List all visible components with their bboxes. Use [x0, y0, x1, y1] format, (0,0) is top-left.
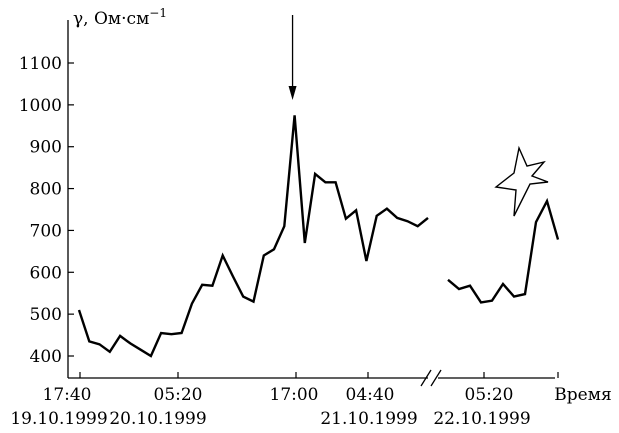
- y-tick-label: 900: [30, 138, 62, 158]
- data-series-line: [447, 197, 560, 304]
- x-tick-label: 05:20: [465, 385, 514, 405]
- x-axis-label: Время: [554, 385, 611, 405]
- data-series-line: [77, 115, 429, 358]
- burst-icon: [494, 145, 549, 217]
- y-tick-label: 800: [30, 180, 62, 200]
- y-tick-label: 700: [30, 221, 62, 241]
- y-tick-label: 500: [30, 305, 62, 325]
- x-tick-label: 04:40: [346, 385, 395, 405]
- x-tick-label: 17:00: [270, 385, 319, 405]
- x-date-label: 19.10.1999: [10, 409, 107, 429]
- axis-break-mark: [420, 369, 432, 387]
- y-tick-label: 600: [30, 263, 62, 283]
- x-tick-label: 05:20: [154, 385, 203, 405]
- y-axis-label: γ, Ом·см−1: [73, 6, 167, 29]
- y-axis: 400 500 600 700 800 900 1000 1100: [19, 20, 74, 378]
- axis-break-mark: [430, 369, 442, 387]
- y-tick-label: 400: [30, 347, 62, 367]
- x-tick-label: 17:40: [43, 385, 92, 405]
- x-date-label: 22.10.1999: [433, 409, 530, 429]
- y-tick-label: 1100: [19, 54, 62, 74]
- axis-labels: γ, Ом·см−1 17:40 19.10.1999 05:20 20.10.1999…: [10, 6, 611, 429]
- x-date-label: 21.10.1999: [320, 409, 417, 429]
- arrow-marker-head: [288, 86, 297, 100]
- y-tick-label: 1000: [19, 96, 62, 116]
- x-axis: [68, 369, 559, 387]
- x-date-label: 20.10.1999: [109, 409, 206, 429]
- plot-area: [77, 15, 560, 358]
